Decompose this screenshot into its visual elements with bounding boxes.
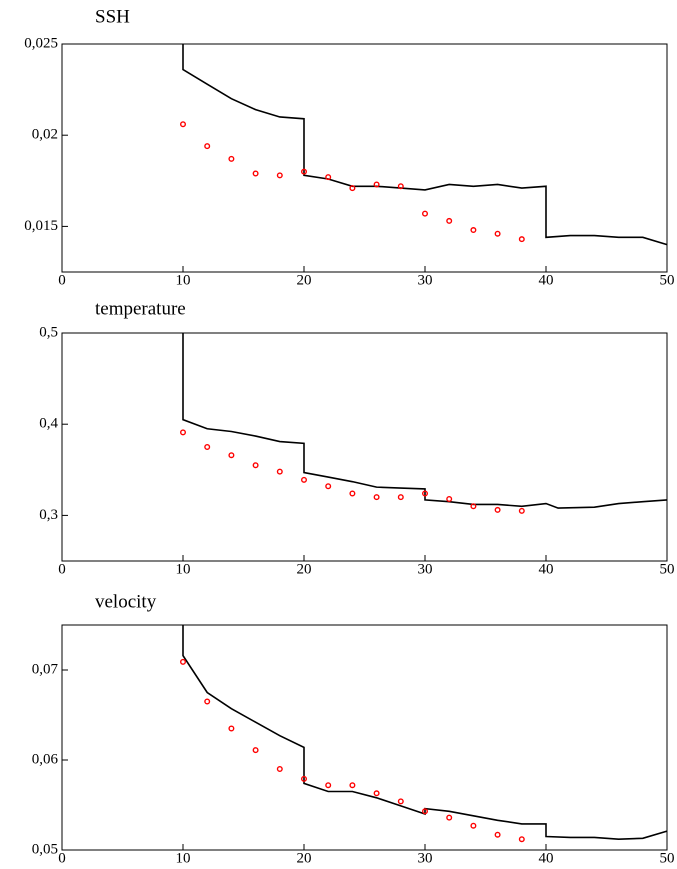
x-tick-label: 40 <box>539 561 554 577</box>
y-tick-label: 0,02 <box>32 127 58 143</box>
chart-title: SSH <box>95 6 130 27</box>
data-line <box>182 333 668 509</box>
plot-frame <box>61 332 668 562</box>
plot-frame <box>61 43 668 273</box>
data-point <box>470 227 477 234</box>
x-tick-label: 20 <box>297 561 312 577</box>
data-point <box>349 490 356 497</box>
x-tick-label: 30 <box>418 561 433 577</box>
data-point <box>446 217 453 224</box>
data-point <box>470 822 477 829</box>
x-tick-label: 10 <box>176 272 191 288</box>
y-tick-label: 0,015 <box>24 218 58 234</box>
x-tick-label: 10 <box>176 561 191 577</box>
x-tick-label: 20 <box>297 850 312 866</box>
x-tick-label: 30 <box>418 850 433 866</box>
data-point <box>228 155 235 162</box>
data-point <box>518 507 525 514</box>
data-point <box>494 831 501 838</box>
y-tick-label: 0,025 <box>24 35 58 51</box>
data-point <box>325 782 332 789</box>
data-point <box>446 495 453 502</box>
data-point <box>518 236 525 243</box>
data-point <box>301 775 308 782</box>
data-point <box>252 170 259 177</box>
data-point <box>397 798 404 805</box>
chart-title: velocity <box>95 591 157 612</box>
data-point <box>276 766 283 773</box>
data-point <box>179 429 186 436</box>
data-point <box>228 452 235 459</box>
data-point <box>276 172 283 179</box>
data-point <box>252 747 259 754</box>
data-line <box>182 625 668 841</box>
chart-title: temperature <box>95 298 186 319</box>
y-tick-label: 0,5 <box>39 324 58 340</box>
data-point <box>276 468 283 475</box>
data-point <box>252 462 259 469</box>
data-point <box>518 836 525 843</box>
data-point <box>397 183 404 190</box>
data-point <box>204 143 211 150</box>
data-point <box>494 506 501 513</box>
data-point <box>325 483 332 490</box>
data-point <box>422 490 429 497</box>
x-tick-label: 50 <box>660 850 675 866</box>
data-point <box>373 790 380 797</box>
y-tick-label: 0,05 <box>32 841 58 857</box>
data-point <box>349 782 356 789</box>
x-tick-label: 0 <box>58 850 66 866</box>
data-point <box>228 725 235 732</box>
x-tick-label: 40 <box>539 850 554 866</box>
data-point <box>301 168 308 175</box>
x-tick-label: 50 <box>660 561 675 577</box>
data-point <box>373 494 380 501</box>
x-tick-label: 20 <box>297 272 312 288</box>
plot-frame <box>61 624 668 851</box>
data-point <box>446 814 453 821</box>
data-point <box>373 181 380 188</box>
data-point <box>349 185 356 192</box>
data-point <box>179 121 186 128</box>
x-tick-label: 50 <box>660 272 675 288</box>
x-tick-label: 0 <box>58 561 66 577</box>
x-tick-label: 30 <box>418 272 433 288</box>
data-point <box>470 503 477 510</box>
x-tick-label: 40 <box>539 272 554 288</box>
data-point <box>204 698 211 705</box>
data-point <box>422 808 429 815</box>
data-point <box>301 476 308 483</box>
y-tick-label: 0,07 <box>32 661 59 677</box>
data-line <box>182 44 668 246</box>
y-tick-label: 0,06 <box>32 751 59 767</box>
y-tick-label: 0,4 <box>39 416 58 432</box>
data-point <box>204 444 211 451</box>
data-point <box>325 174 332 181</box>
y-tick-label: 0,3 <box>39 507 58 523</box>
data-point <box>179 658 186 665</box>
data-point <box>397 494 404 501</box>
x-tick-label: 0 <box>58 272 66 288</box>
data-point <box>494 230 501 237</box>
x-tick-label: 10 <box>176 850 191 866</box>
data-point <box>422 210 429 217</box>
